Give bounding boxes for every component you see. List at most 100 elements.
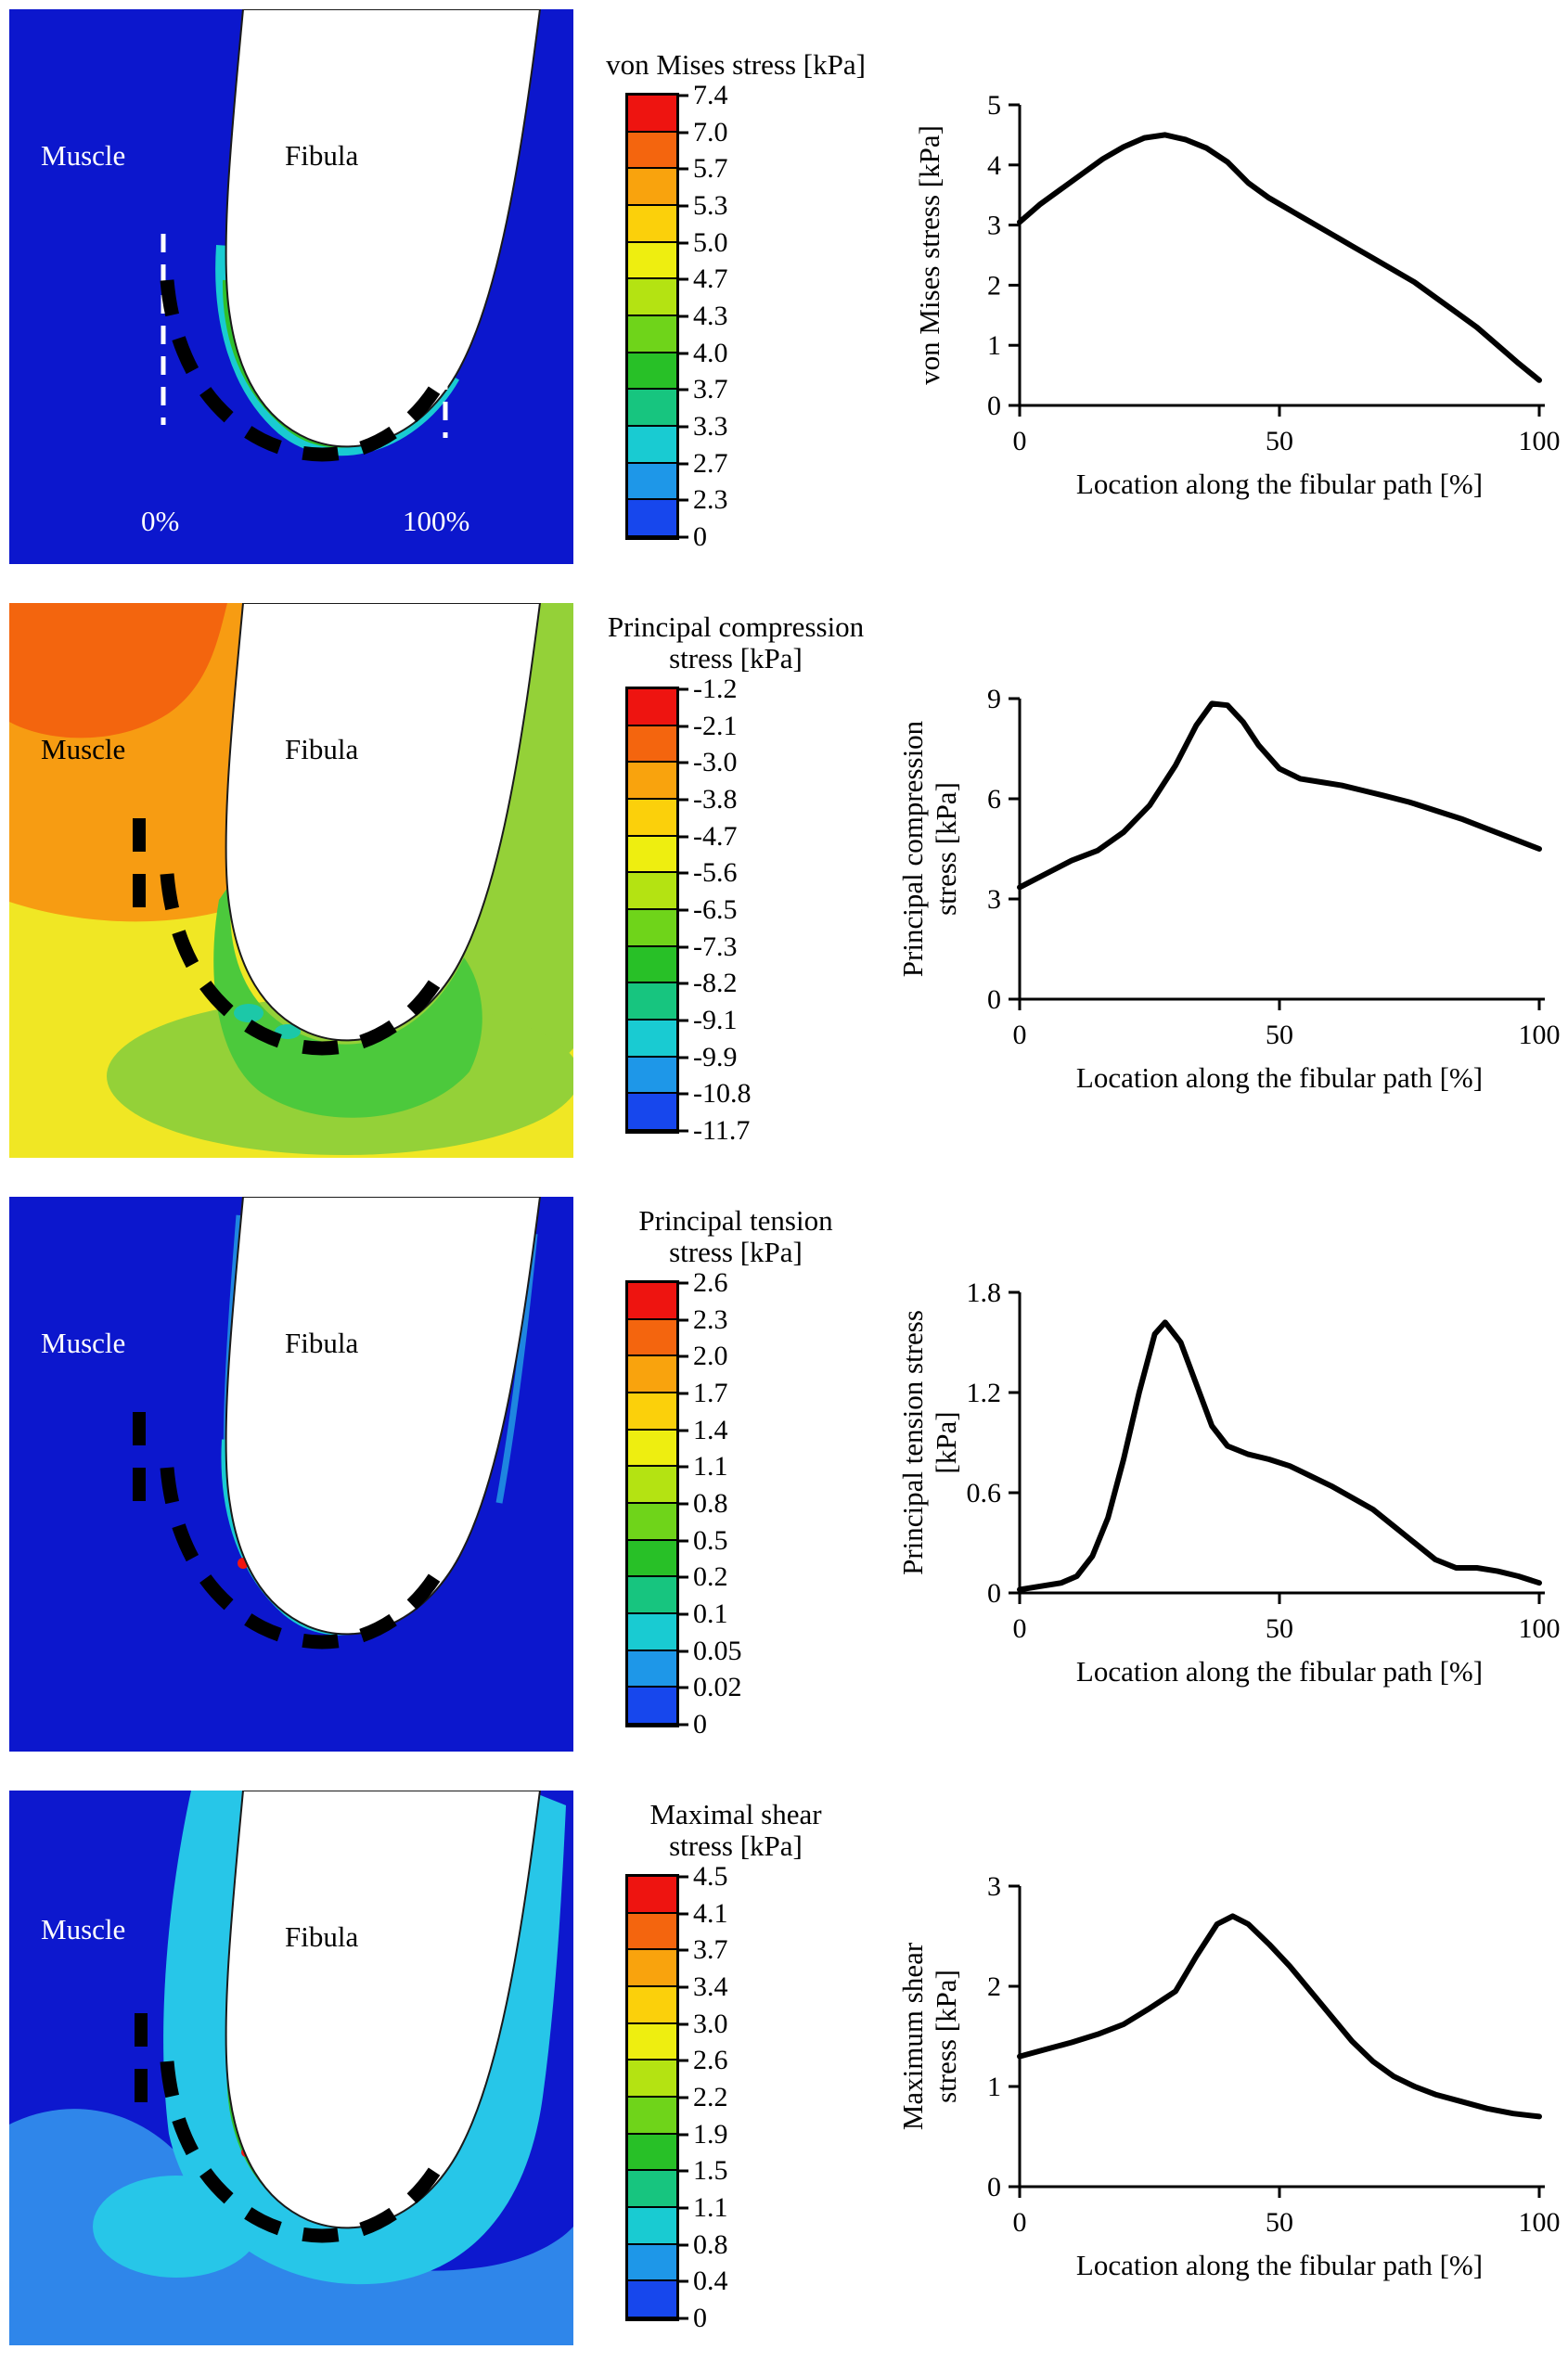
legend-tick-label: 0: [693, 521, 707, 552]
y-axis-title: von Mises stress [kPa]: [913, 125, 945, 385]
x-tick-label: 0: [1013, 1613, 1027, 1644]
y-axis-title: [kPa]: [930, 1411, 962, 1473]
fibular-path-dashes: [160, 1467, 452, 1650]
legend-tick-label: -8.2: [693, 968, 738, 999]
legend-tick-label: 4.1: [693, 1897, 728, 1929]
legend-tick-label: 0: [693, 2303, 707, 2333]
legend-color-segment: [628, 427, 676, 464]
legend-tick: [676, 2317, 688, 2320]
legend-color-segment: [628, 1283, 676, 1320]
chart-shear: 0 50 100 0 1 2 3 Location along the fibular pat…: [896, 1871, 1561, 2281]
legend-tick: [676, 498, 688, 502]
legend-tick: [676, 871, 688, 875]
y-axis-title: stress [kPa]: [930, 782, 962, 916]
chart-cell-compression: 0 50 100 0 3 6 9 Location along the fibular pat…: [889, 594, 1568, 1188]
legend-tick: [676, 2133, 688, 2137]
legend-colorbar: 4.5 4.1 3.7 3.4 3.0 2.6 2.2 1.9 1.5 1.1 0.8 0.4 0: [625, 1861, 728, 2333]
x-tick-label: 50: [1266, 1020, 1293, 1050]
legend-tick-label: 0.8: [693, 2228, 728, 2260]
muscle-label: Muscle: [41, 733, 125, 765]
legend-tick-label: 3.4: [693, 1971, 728, 2002]
legend-color-segment: [628, 1987, 676, 2024]
legend-color-segment: [628, 1950, 676, 1988]
legend-tick-label: 0.4: [693, 2266, 728, 2297]
legend-tick: [676, 1502, 688, 1506]
legend-color-segment: [628, 1467, 676, 1505]
legend-tick: [676, 2243, 688, 2247]
legend-tick: [676, 462, 688, 466]
legend-tick-label: 1.9: [693, 2118, 728, 2150]
y-tick-label: 1: [987, 2072, 1001, 2102]
legend-color-segment: [628, 1577, 676, 1615]
fibula-label: Fibula: [285, 1327, 358, 1359]
legend-color-segment: [628, 1430, 676, 1468]
legend-tick: [676, 1465, 688, 1469]
legend-tick-label: 0.05: [693, 1635, 742, 1666]
legend-von-mises: von Mises stress [kPa] 7.4 7.0 5.7 5.3 5.0 4.…: [583, 0, 889, 594]
muscle-label: Muscle: [41, 1913, 125, 1945]
legend-tick-label: 0.8: [693, 1488, 728, 1519]
x-tick-label: 100: [1519, 2207, 1561, 2238]
fem-map-tension: Muscle Fibula: [9, 1197, 573, 1752]
x-tick-label: 100: [1519, 426, 1561, 456]
legend-tick-label: 0.02: [693, 1672, 742, 1703]
legend-title: Principal tension stress [kPa]: [638, 1203, 833, 1269]
fibular-path-dashes: [160, 873, 452, 1056]
legend-tick: [676, 761, 688, 764]
x-tick-label: 50: [1266, 2207, 1293, 2238]
legend-color-segment: [628, 2281, 676, 2319]
legend-color-segment: [628, 1504, 676, 1541]
legend-tick-label: 5.0: [693, 226, 728, 258]
legend-tick-label: 2.2: [693, 2082, 728, 2112]
legend-tick-label: 2.6: [693, 2045, 728, 2076]
legend-tick: [676, 1723, 688, 1727]
legend-tick-label: 0.5: [693, 1524, 728, 1556]
muscle-label: Muscle: [41, 1327, 125, 1359]
field-orange-red: [9, 603, 227, 738]
x-tick-label: 50: [1266, 426, 1293, 456]
x-tick-label: 100: [1519, 1613, 1561, 1644]
legend-color-segment: [628, 2208, 676, 2245]
legend-tick: [676, 94, 688, 97]
legend-color-segment: [628, 390, 676, 428]
legend-color-segment: [628, 1021, 676, 1058]
legend-tick: [676, 425, 688, 429]
legend-tick: [676, 1392, 688, 1395]
fem-map-compression: Muscle Fibula: [9, 603, 573, 1158]
legend-color-segment: [628, 1356, 676, 1394]
legend-color-segment: [628, 2023, 676, 2061]
fibular-path-dashes: [160, 2060, 452, 2243]
legend-tick: [676, 131, 688, 135]
fem-map-cell-compression: Muscle Fibula: [0, 594, 583, 1188]
legend-color-segment: [628, 725, 676, 764]
legend-title: Principal compression stress [kPa]: [607, 610, 865, 675]
fem-map-shear: Muscle Fibula: [9, 1791, 573, 2345]
legend-tick-label: -9.9: [693, 1041, 738, 1072]
muscle-label: Muscle: [41, 139, 125, 172]
y-axis-title: Principal tension stress: [896, 1310, 929, 1575]
legend-color-segment: [628, 2098, 676, 2135]
legend-tick: [676, 1281, 688, 1285]
legend-color-segment: [628, 1877, 676, 1914]
legend-tick: [676, 167, 688, 171]
legend-tick: [676, 798, 688, 802]
legend-color-segment: [628, 689, 676, 726]
path-start-label: 0%: [141, 505, 179, 537]
legend-tick-label: 4.0: [693, 337, 728, 368]
legend-tick: [676, 725, 688, 728]
legend-color-segment: [628, 206, 676, 243]
legend-color-segment: [628, 1688, 676, 1726]
legend-tick-label: 1.5: [693, 2155, 728, 2187]
data-curve: [1017, 1319, 1542, 1593]
legend-tick: [676, 1318, 688, 1322]
panel-row-tension: Muscle Fibula Principal tension stress […: [0, 1188, 1568, 1781]
x-tick-label: 50: [1266, 1613, 1293, 1644]
chart-compression: 0 50 100 0 3 6 9 Location along the fibular pat…: [896, 684, 1561, 1094]
legend-color-segment: [628, 1913, 676, 1951]
legend-color-segment: [628, 132, 676, 170]
fibular-path-dashes: [160, 279, 452, 462]
legend-tick-label: 1.1: [693, 1451, 728, 1483]
field-green-bone: [213, 881, 482, 1118]
legend-color-segment: [628, 2244, 676, 2282]
y-tick-label: 6: [987, 784, 1001, 815]
